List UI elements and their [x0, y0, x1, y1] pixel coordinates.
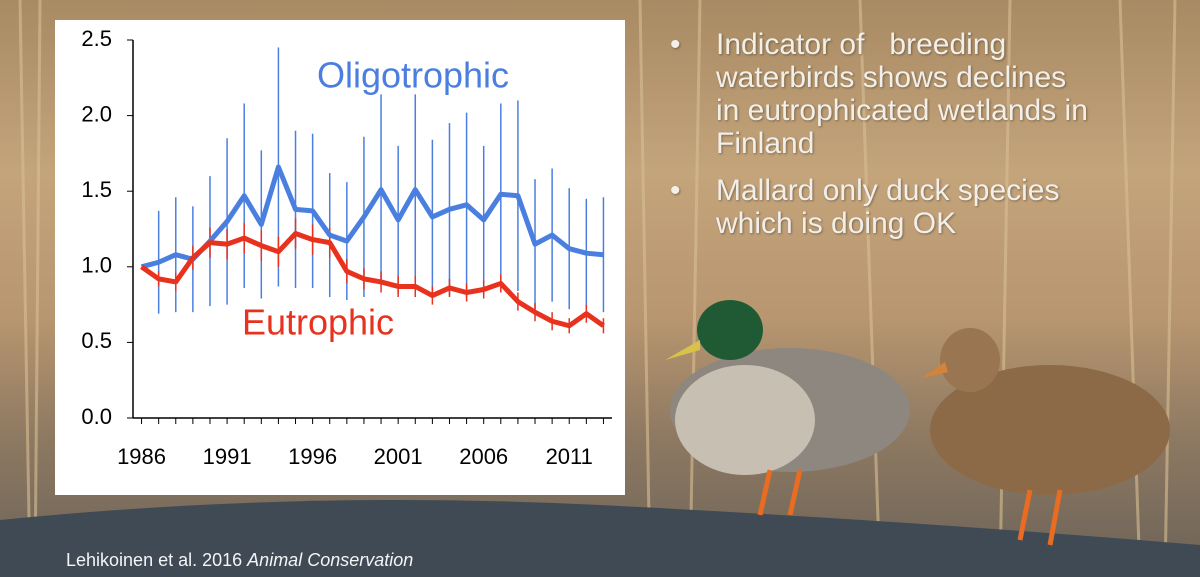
y-tick-label: 0.0	[81, 404, 112, 429]
series-line	[140, 164, 604, 270]
y-tick-label: 2.0	[81, 101, 112, 126]
y-tick-label: 0.5	[81, 328, 112, 353]
series-label: Eutrophic	[242, 302, 394, 343]
x-tick-label: 2011	[546, 444, 593, 469]
bullet-list: Indicator of breeding waterbirds shows d…	[670, 28, 1090, 254]
duck-male	[665, 300, 910, 516]
series-line	[140, 231, 605, 329]
bullet: Indicator of breeding waterbirds shows d…	[670, 28, 1090, 160]
citation-journal: Animal Conservation	[247, 550, 414, 570]
series-label: Oligotrophic	[317, 55, 509, 96]
x-tick-label: 2001	[374, 444, 423, 469]
citation-text: Lehikoinen et al. 2016	[66, 550, 243, 570]
x-tick-label: 1996	[288, 444, 337, 469]
y-tick-label: 1.0	[81, 253, 112, 278]
y-tick-label: 2.5	[81, 26, 112, 51]
x-tick-label: 1991	[203, 444, 252, 469]
duck-female	[922, 328, 1170, 546]
x-tick-label: 2006	[459, 444, 508, 469]
x-tick-label: 1986	[117, 444, 166, 469]
bullet: Mallard only duck species which is doing…	[670, 174, 1090, 240]
citation: Lehikoinen et al. 2016 Animal Conservati…	[66, 550, 413, 571]
y-tick-label: 1.5	[81, 177, 112, 202]
chart: 0.0 0.5 1.0 1.5 2.0 2.5 1986 1991 1996 2001 2006 20…	[55, 20, 625, 495]
log	[0, 500, 1200, 577]
